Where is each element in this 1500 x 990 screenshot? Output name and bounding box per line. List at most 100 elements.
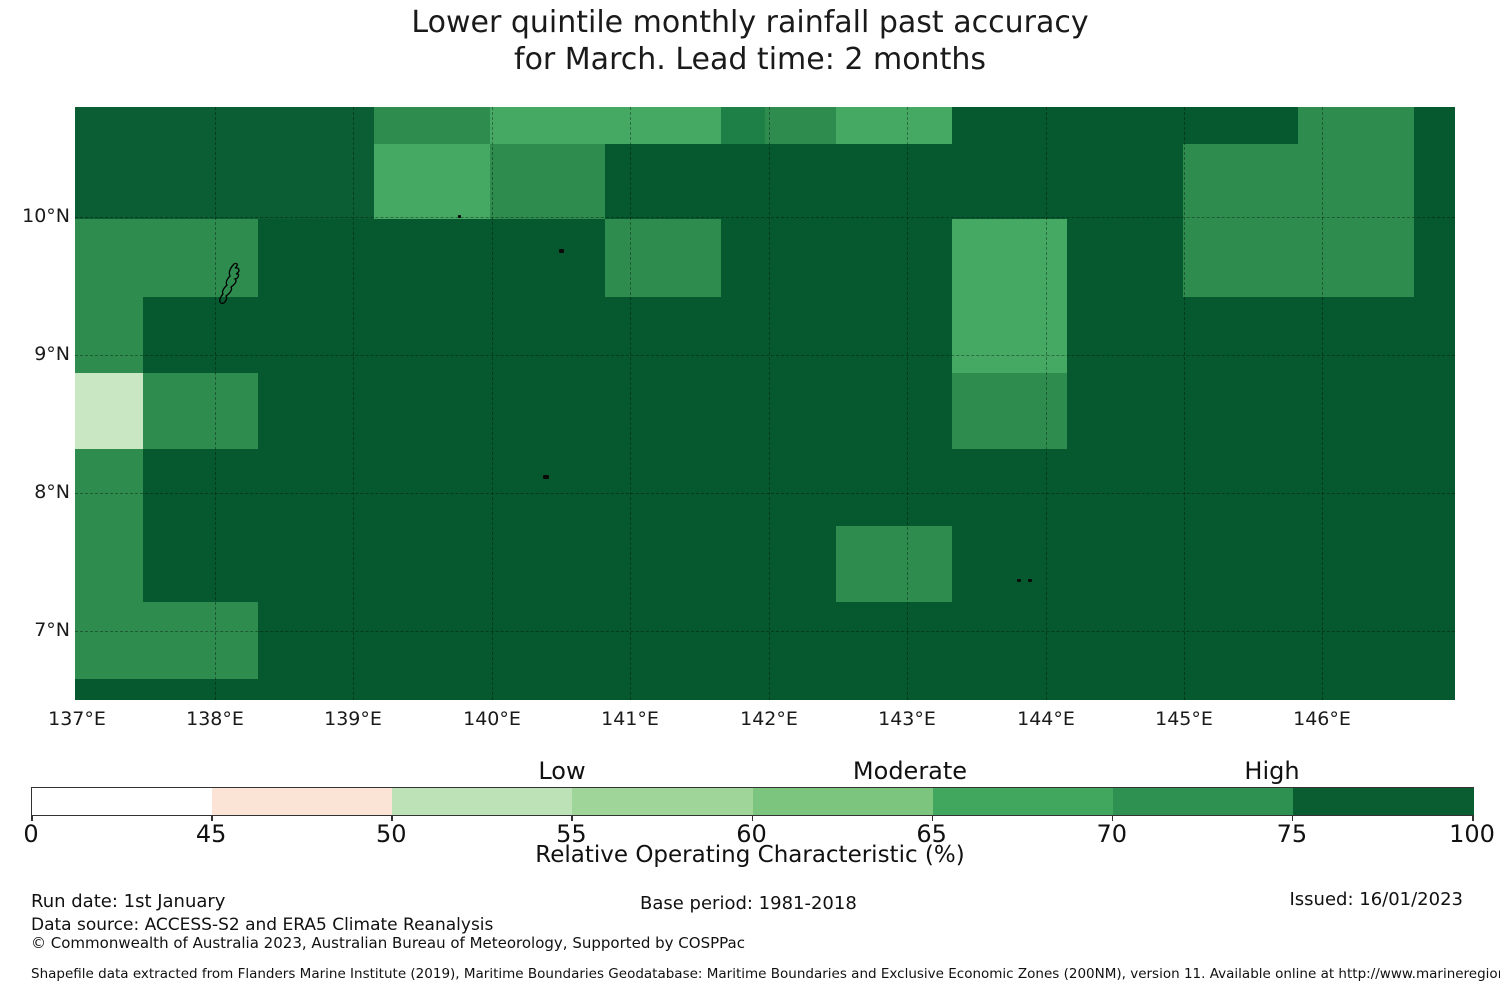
map-cell [952, 373, 1067, 449]
map-cell [374, 219, 490, 297]
chart-title-line1: Lower quintile monthly rainfall past acc… [411, 5, 1089, 40]
map-cell [1414, 602, 1455, 679]
y-tick-label: 7°N [34, 619, 70, 641]
map-cell [721, 373, 836, 449]
map-cell [721, 107, 765, 144]
map-cell [490, 526, 605, 602]
map-cell [836, 107, 952, 144]
map-cell [1298, 373, 1414, 449]
longitude-gridline [353, 107, 354, 700]
map-cell [75, 526, 143, 602]
map-cell [1414, 373, 1455, 449]
island-dot [458, 215, 461, 218]
map-cell [1414, 144, 1455, 219]
map-cell [490, 219, 605, 297]
map-cell [258, 679, 374, 700]
map-cell [1183, 107, 1298, 144]
map-cell [1067, 449, 1183, 526]
colorbar-tick-mark [391, 815, 393, 821]
map-cell [143, 602, 258, 679]
map-cell [490, 297, 605, 373]
map-cell [1414, 107, 1455, 144]
map-plot [75, 107, 1455, 700]
map-cell [374, 602, 490, 679]
copyright-text: © Commonwealth of Australia 2023, Austra… [31, 934, 745, 952]
map-cell [75, 219, 143, 297]
map-cell [374, 144, 490, 219]
colorbar-tick-mark [931, 815, 934, 821]
map-cell [1183, 602, 1298, 679]
colorbar-tick-mark [1472, 815, 1474, 821]
latitude-gridline [75, 493, 1455, 494]
colorbar-category-label: High [1244, 757, 1300, 785]
colorbar-tick-label: 55 [556, 820, 587, 848]
colorbar-segment [932, 788, 1114, 815]
map-cell [721, 449, 836, 526]
map-cell [490, 144, 605, 219]
map-cell [75, 679, 143, 700]
map-cell [258, 297, 374, 373]
map-cell [490, 373, 605, 449]
map-cell [374, 679, 490, 700]
map-cell [1067, 602, 1183, 679]
map-cell [721, 602, 836, 679]
map-cell [605, 449, 721, 526]
longitude-gridline [1184, 107, 1185, 700]
map-cell [1067, 679, 1183, 700]
map-cell [721, 679, 836, 700]
map-cell [1183, 297, 1298, 373]
map-cell [143, 297, 258, 373]
colorbar-segment [1112, 788, 1294, 815]
colorbar-axis-label: Relative Operating Characteristic (%) [535, 842, 965, 868]
latitude-gridline [75, 217, 1455, 218]
map-cell [258, 219, 374, 297]
map-cell [721, 526, 836, 602]
longitude-gridline [492, 107, 493, 700]
map-cell [605, 602, 721, 679]
map-cell [721, 219, 836, 297]
map-cell [605, 297, 721, 373]
map-cell [374, 107, 490, 144]
map-cell [1183, 373, 1298, 449]
colorbar-category-label: Low [538, 757, 586, 785]
x-tick-label: 146°E [1293, 708, 1351, 730]
map-cell [1298, 679, 1414, 700]
map-cell [605, 679, 721, 700]
colorbar-category-label: Moderate [852, 757, 968, 785]
y-tick-label: 8°N [34, 481, 70, 503]
base-period-text: Base period: 1981-2018 [640, 893, 857, 914]
map-cell [374, 449, 490, 526]
map-cell [490, 679, 605, 700]
map-cell [1414, 449, 1455, 526]
map-cell [490, 449, 605, 526]
yap-island-outline [218, 262, 248, 306]
map-cell [143, 107, 258, 144]
map-cell [75, 107, 143, 144]
island-dot [1017, 579, 1021, 582]
colorbar-segment [212, 788, 393, 815]
colorbar-segment [32, 788, 213, 815]
map-cell [952, 602, 1067, 679]
map-cell [1414, 297, 1455, 373]
map-cell [605, 144, 721, 219]
map-cell [1298, 602, 1414, 679]
map-cell [258, 373, 374, 449]
map-cell [490, 107, 605, 144]
colorbar-segment [752, 788, 934, 815]
map-cell [836, 373, 952, 449]
latitude-gridline [75, 355, 1455, 356]
map-cell [75, 602, 143, 679]
map-cell [721, 144, 836, 219]
map-cell [143, 526, 258, 602]
map-cell [1183, 219, 1298, 297]
map-cell [721, 297, 836, 373]
colorbar-segment [1292, 788, 1474, 815]
map-cell [143, 373, 258, 449]
map-cell [1183, 679, 1298, 700]
colorbar-tick-mark [31, 815, 33, 821]
longitude-gridline [907, 107, 908, 700]
colorbar-tick-label: 100 [1449, 820, 1495, 848]
longitude-gridline [215, 107, 216, 700]
map-cell [1298, 219, 1414, 297]
